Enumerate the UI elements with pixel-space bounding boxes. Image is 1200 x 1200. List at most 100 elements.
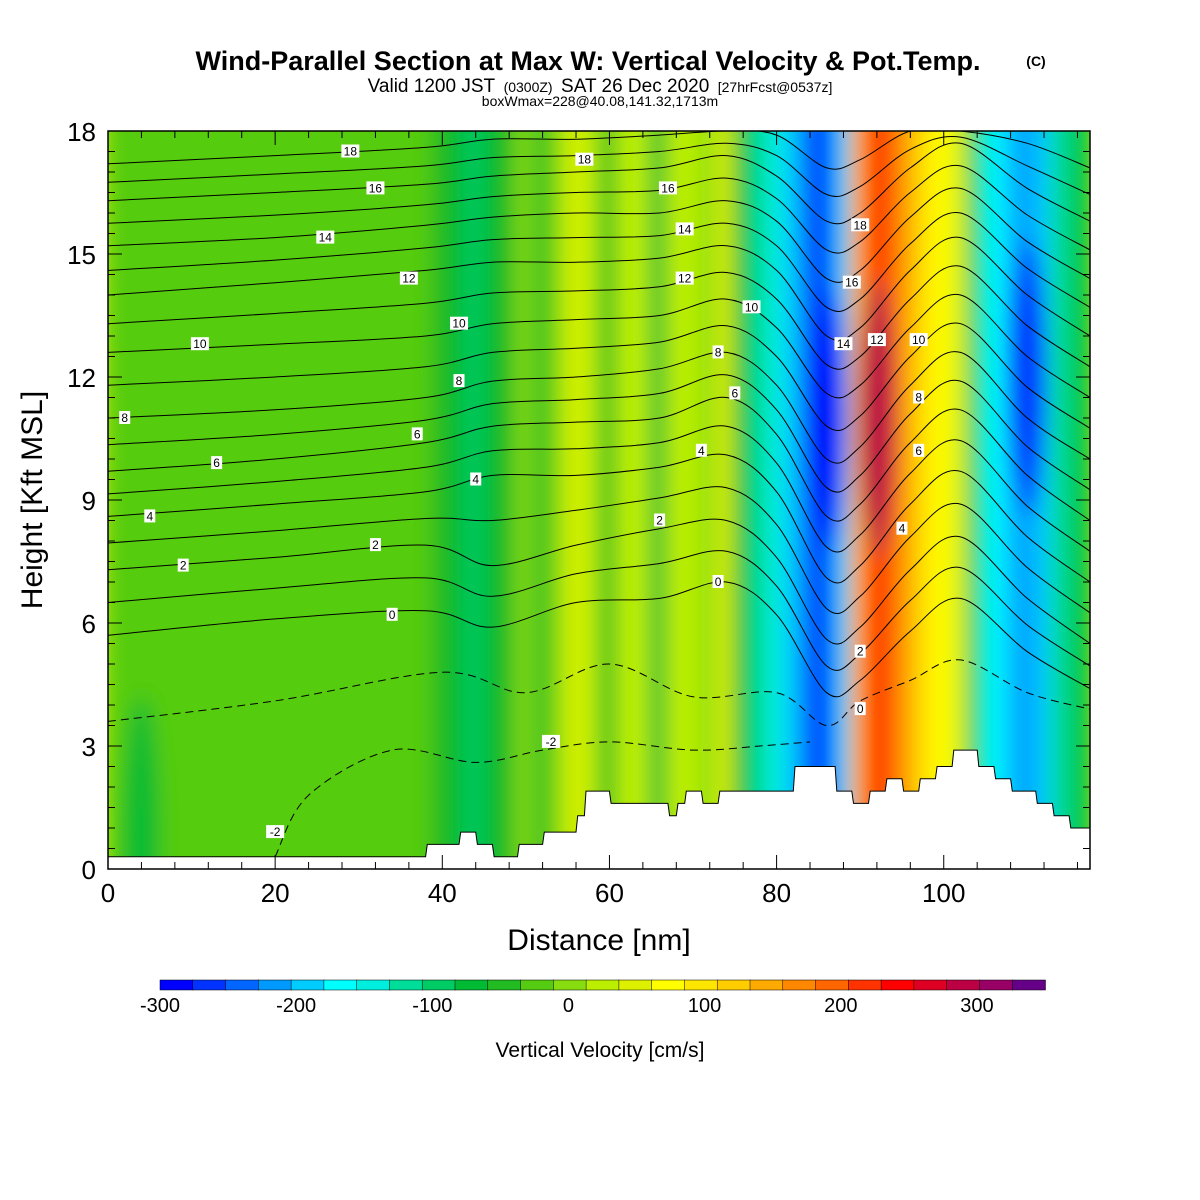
colorbar-swatch xyxy=(192,979,227,991)
contour-label-box xyxy=(575,152,594,166)
contour-label-text: 12 xyxy=(402,272,416,286)
contour-label: 12 xyxy=(867,333,886,347)
contour-label: 18 xyxy=(341,144,360,159)
contour-label-text: 14 xyxy=(837,337,851,351)
colorbar-swatch xyxy=(258,979,292,991)
y-tick-label: 3 xyxy=(82,732,96,762)
contour-label-text: 2 xyxy=(372,538,379,552)
contour-label-text: 18 xyxy=(578,153,592,167)
velocity-column xyxy=(615,131,637,869)
x-tick-label: 100 xyxy=(922,878,965,908)
contour-label-box xyxy=(470,472,482,486)
contour-label: 0 xyxy=(854,702,866,716)
theta-contour xyxy=(108,453,1090,584)
contour-label-text: 4 xyxy=(899,522,906,536)
colorbar-tick-label: -200 xyxy=(276,995,316,1017)
contour-label-box xyxy=(675,271,694,285)
theta-contour xyxy=(108,293,1090,399)
contour-label-text: 6 xyxy=(213,456,220,470)
contour-label: 2 xyxy=(369,538,381,552)
contour-label-text: 14 xyxy=(319,231,333,245)
velocity-column xyxy=(682,131,704,869)
contour-label-box xyxy=(266,825,285,839)
colorbar-swatch xyxy=(1011,979,1046,991)
contour-label-box xyxy=(341,144,360,158)
valid-time-line: Valid 1200 JST (0300Z) SAT 26 Dec 2020 [… xyxy=(368,76,833,97)
velocity-core xyxy=(858,278,895,558)
colorbar-swatch xyxy=(651,979,686,991)
y-tick-label: 0 xyxy=(82,855,96,885)
velocity-column xyxy=(916,131,938,869)
contour-label-box xyxy=(851,218,870,232)
plot-area: 18 18 16 16 14 14 12 12 10 10 10 8 8 8 6 6 6 4 4 4 2 2 2 0 0 -2 -2… xyxy=(108,131,1090,869)
contour-label-text: 10 xyxy=(745,300,759,314)
theta-contour xyxy=(108,425,1090,553)
contour-label-box xyxy=(658,181,677,195)
valid-date: SAT 26 Dec 2020 xyxy=(561,76,709,97)
contour-label-text: 18 xyxy=(344,145,358,159)
theta-contour xyxy=(108,486,1090,614)
contour-label: 2 xyxy=(854,644,866,659)
colorbar xyxy=(159,979,1046,991)
y-tick-label: 12 xyxy=(67,363,96,393)
contour-label-text: 6 xyxy=(414,427,421,441)
velocity-core xyxy=(123,696,160,869)
contour-label-box xyxy=(366,181,385,195)
y-tick-label: 9 xyxy=(82,486,96,516)
theta-contour xyxy=(108,164,1090,254)
contour-label-text: 10 xyxy=(912,333,926,347)
contour-label-text: 14 xyxy=(678,222,692,236)
contour-label: 14 xyxy=(834,337,853,351)
x-tick-label: 60 xyxy=(595,878,624,908)
velocity-column xyxy=(548,131,570,869)
colorbar-tick-label: 300 xyxy=(960,995,993,1017)
velocity-column xyxy=(582,131,604,869)
contour-label-box xyxy=(834,337,853,351)
colorbar-swatch xyxy=(487,979,522,991)
x-axis: 0 20 40 60 80 100 xyxy=(101,131,1078,908)
theta-contour xyxy=(108,374,1090,493)
contour-labels: 18 18 16 16 14 14 12 12 10 10 10 8 8 8 6 6 6 4 4 4 2 2 2 0 0 -2 -2… xyxy=(119,144,928,839)
contour-label: 14 xyxy=(675,222,694,236)
contour-label-box xyxy=(913,390,925,404)
contour-label: 8 xyxy=(712,345,724,359)
velocity-column xyxy=(599,131,620,869)
contour-label: 0 xyxy=(712,575,724,589)
colorbar-swatch xyxy=(913,979,948,991)
colorbar-swatch xyxy=(553,979,587,991)
contour-label-text: 18 xyxy=(853,218,867,232)
contour-label-text: 6 xyxy=(731,386,738,400)
contour-label-box xyxy=(386,607,398,621)
theta-contour xyxy=(108,212,1090,312)
velocity-column xyxy=(649,131,670,869)
contour-label-box xyxy=(541,734,560,748)
contour-label-box xyxy=(695,443,707,457)
x-tick-label: 80 xyxy=(762,878,791,908)
contour-label: 6 xyxy=(211,456,223,470)
contour-label: 10 xyxy=(450,316,469,331)
contour-label-text: 0 xyxy=(715,575,722,589)
contour-label-text: 8 xyxy=(456,374,463,388)
contour-label-box xyxy=(177,558,189,572)
colorbar-tick-label: 100 xyxy=(688,995,721,1017)
velocity-column xyxy=(482,131,503,869)
contour-label-text: 12 xyxy=(870,333,884,347)
y-tick-label: 6 xyxy=(82,609,96,639)
velocity-column xyxy=(899,131,921,869)
contour-label-box xyxy=(316,230,335,244)
contour-label-text: 8 xyxy=(715,345,722,359)
contour-label-box xyxy=(411,427,423,441)
colorbar-swatch xyxy=(749,979,784,991)
velocity-column xyxy=(515,131,537,869)
x-tick-label: 0 xyxy=(101,878,115,908)
colorbar-swatch xyxy=(323,979,358,991)
contour-label-text: 10 xyxy=(193,337,207,351)
contour-label-box xyxy=(369,538,381,552)
velocity-column xyxy=(966,131,988,869)
y-tick-label: 15 xyxy=(67,240,96,270)
contour-label-box xyxy=(211,456,223,470)
colorbar-title: Vertical Velocity [cm/s] xyxy=(496,1039,705,1062)
contour-label-text: 8 xyxy=(121,411,128,425)
velocity-column xyxy=(498,131,520,869)
contour-label-text: 2 xyxy=(180,559,187,573)
